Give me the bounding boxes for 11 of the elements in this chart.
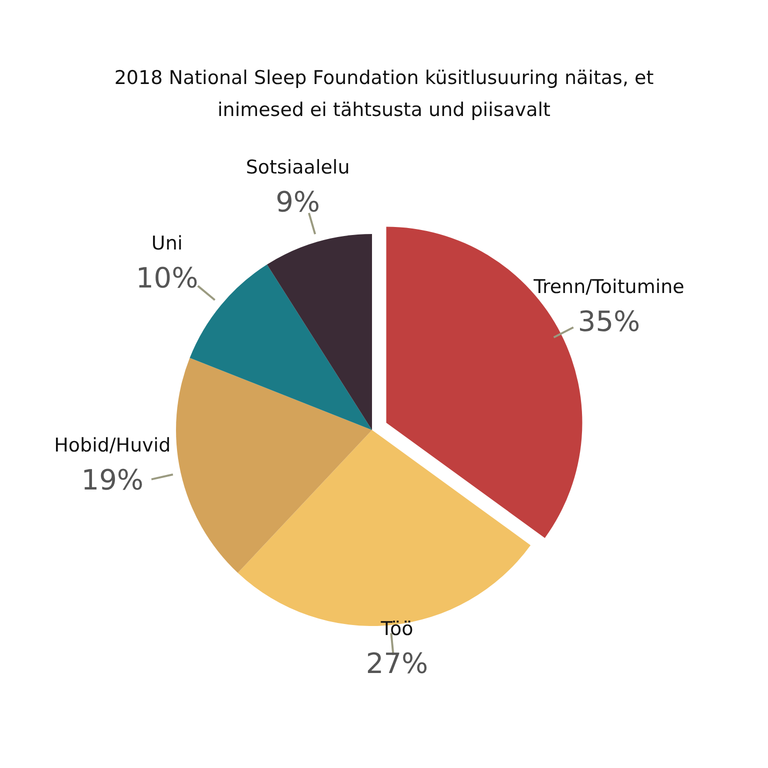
slice-label: Sotsiaalelu — [246, 156, 350, 178]
slice-label: Hobid/Huvid — [54, 434, 171, 456]
data-label: 10% — [136, 262, 198, 295]
chart-title: 2018 National Sleep Foundation küsitlusuuring näitas, et inimesed ei tähtsusta und piisavalt — [114, 67, 654, 121]
data-label: 27% — [366, 646, 428, 680]
slice-label: Trenn/Toitumine — [532, 276, 684, 298]
data-label: 35% — [578, 304, 640, 338]
data-label: 9% — [276, 185, 320, 218]
slice-label: Töö — [380, 618, 414, 640]
slice-label: Uni — [151, 232, 183, 255]
data-label: 19% — [81, 463, 144, 496]
